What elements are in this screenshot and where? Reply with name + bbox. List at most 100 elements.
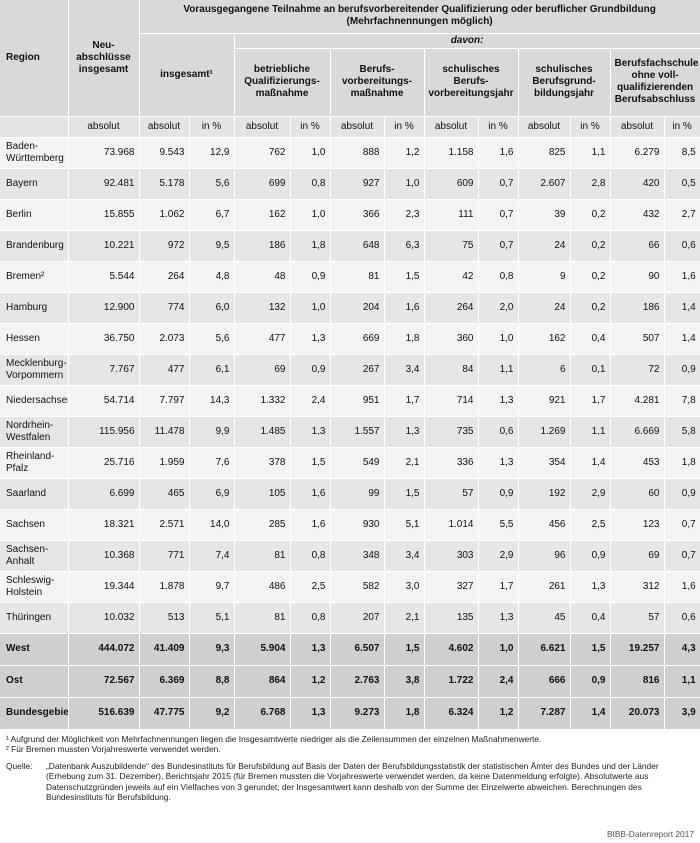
value-cell: 516.639 xyxy=(68,697,140,730)
value-cell: 378 xyxy=(234,447,291,479)
value-cell: 1,5 xyxy=(290,447,331,479)
value-cell: 41.409 xyxy=(139,633,190,666)
value-cell: 1.722 xyxy=(424,665,479,698)
value-cell: 1,8 xyxy=(664,447,700,479)
value-cell: 2,3 xyxy=(384,199,425,231)
value-cell: 1,6 xyxy=(290,478,331,510)
footnote-2: ² Für Bremen mussten Vorjahreswerte verw… xyxy=(6,744,221,754)
value-cell: 714 xyxy=(424,385,479,417)
value-cell: 1,6 xyxy=(664,261,700,293)
value-cell: 135 xyxy=(424,602,479,634)
value-cell: 9.543 xyxy=(139,137,190,169)
value-cell: 453 xyxy=(610,447,665,479)
value-cell: 1,2 xyxy=(384,137,425,169)
value-cell: 1,7 xyxy=(478,571,519,603)
value-cell: 261 xyxy=(518,571,571,603)
value-cell: 1,6 xyxy=(384,292,425,324)
value-cell: 1,4 xyxy=(664,292,700,324)
value-cell: 2,5 xyxy=(570,509,611,541)
value-cell: 7,4 xyxy=(189,540,235,572)
table-row: Schleswig- Holstein 19.344 1.878 9,7 486 2,5 5… xyxy=(0,571,700,603)
region-cell: Sachsen- Anhalt xyxy=(0,540,69,572)
value-cell: 348 xyxy=(330,540,385,572)
value-cell: 1,8 xyxy=(384,697,425,730)
value-cell: 0,2 xyxy=(570,261,611,293)
value-cell: 47.775 xyxy=(139,697,190,730)
value-cell: 2.073 xyxy=(139,323,190,355)
value-cell: 1,1 xyxy=(478,354,519,386)
value-cell: 25.716 xyxy=(68,447,140,479)
table-row: Sachsen- Anhalt 10.368 771 7,4 81 0,8 348 3,4 30… xyxy=(0,540,700,572)
region-cell: Baden- Württemberg xyxy=(0,137,69,169)
value-cell: 39 xyxy=(518,199,571,231)
summary-row: West 444.072 41.409 9,3 5.904 1,3 6.507 1,5 4.60… xyxy=(0,633,700,666)
region-cell: Saarland xyxy=(0,478,69,510)
value-cell: 1,1 xyxy=(664,665,700,698)
value-cell: 951 xyxy=(330,385,385,417)
value-cell: 1,3 xyxy=(478,602,519,634)
region-cell: Bayern xyxy=(0,168,69,200)
value-cell: 360 xyxy=(424,323,479,355)
value-cell: 507 xyxy=(610,323,665,355)
value-cell: 0,9 xyxy=(478,478,519,510)
value-cell: 648 xyxy=(330,230,385,262)
summary-row: Ost 72.567 6.369 8,8 864 1,2 2.763 3,8 1.722 2,4 6… xyxy=(0,665,700,698)
value-cell: 1,3 xyxy=(290,416,331,448)
value-cell: 69 xyxy=(234,354,291,386)
value-cell: 513 xyxy=(139,602,190,634)
value-cell: 6.369 xyxy=(139,665,190,698)
unit-label: in % xyxy=(664,116,700,138)
unit-label: in % xyxy=(384,116,425,138)
value-cell: 1.878 xyxy=(139,571,190,603)
region-cell: Nordrhein- Westfalen xyxy=(0,416,69,448)
value-cell: 4,3 xyxy=(664,633,700,666)
value-cell: 312 xyxy=(610,571,665,603)
value-cell: 1.158 xyxy=(424,137,479,169)
value-cell: 24 xyxy=(518,292,571,324)
value-cell: 1,5 xyxy=(384,478,425,510)
value-cell: 3,4 xyxy=(384,354,425,386)
unit-label: in % xyxy=(290,116,331,138)
value-cell: 1,1 xyxy=(570,137,611,169)
value-cell: 4,8 xyxy=(189,261,235,293)
data-table: Region Neu- abschlüsse insgesamt Vorausg… xyxy=(0,0,700,730)
value-cell: 6.768 xyxy=(234,697,291,730)
region-cell: Bremen² xyxy=(0,261,69,293)
value-cell: 1,5 xyxy=(384,633,425,666)
source-label: Quelle: xyxy=(6,760,33,771)
value-cell: 3,0 xyxy=(384,571,425,603)
value-cell: 762 xyxy=(234,137,291,169)
footnotes: ¹ Aufgrund der Möglichkeit von Mehrfachn… xyxy=(0,730,700,803)
value-cell: 582 xyxy=(330,571,385,603)
value-cell: 1,3 xyxy=(478,447,519,479)
value-cell: 1,8 xyxy=(384,323,425,355)
table-row: Hamburg 12.900 774 6,0 132 1,0 204 1,6 264 2,0 24 0… xyxy=(0,292,700,324)
value-cell: 69 xyxy=(610,540,665,572)
value-cell: 9 xyxy=(518,261,571,293)
value-cell: 1,2 xyxy=(290,665,331,698)
value-cell: 12,9 xyxy=(189,137,235,169)
value-cell: 4.281 xyxy=(610,385,665,417)
value-cell: 132 xyxy=(234,292,291,324)
value-cell: 57 xyxy=(610,602,665,634)
value-cell: 10.032 xyxy=(68,602,140,634)
value-cell: 9,7 xyxy=(189,571,235,603)
value-cell: 1,4 xyxy=(664,323,700,355)
davon-header: davon: xyxy=(234,33,700,49)
value-cell: 1,6 xyxy=(478,137,519,169)
value-cell: 2,9 xyxy=(570,478,611,510)
value-cell: 816 xyxy=(610,665,665,698)
value-cell: 6 xyxy=(518,354,571,386)
value-cell: 7.797 xyxy=(139,385,190,417)
value-cell: 1,7 xyxy=(570,385,611,417)
credit: BIBB-Datenreport 2017 xyxy=(606,829,694,839)
value-cell: 75 xyxy=(424,230,479,262)
value-cell: 2,4 xyxy=(478,665,519,698)
value-cell: 7.287 xyxy=(518,697,571,730)
region-cell: Ost xyxy=(0,665,69,698)
sub-header-bvj: schulisches Berufs- vorbereitungsjahr xyxy=(424,48,519,117)
table-row: Bayern 92.481 5.178 5,6 699 0,8 927 1,0 609 0,7 2.… xyxy=(0,168,700,200)
unit-label: absolut xyxy=(68,116,140,138)
unit-label: absolut xyxy=(330,116,385,138)
sub-header-berufsvorbereitung: Berufs- vorbereitungs- maßnahme xyxy=(330,48,425,117)
